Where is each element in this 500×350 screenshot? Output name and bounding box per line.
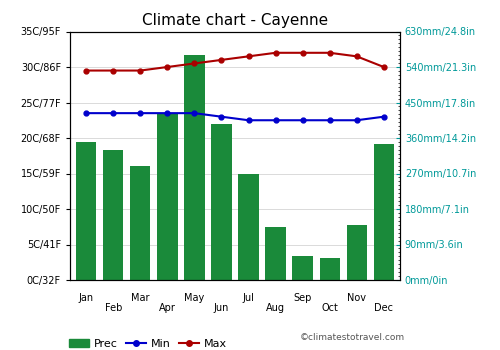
Text: Mar: Mar <box>131 293 150 303</box>
Bar <box>103 150 124 280</box>
Text: Dec: Dec <box>374 303 394 313</box>
Text: May: May <box>184 293 204 303</box>
Legend: Prec, Min, Max: Prec, Min, Max <box>69 339 227 349</box>
Text: Jun: Jun <box>214 303 229 313</box>
Text: Feb: Feb <box>104 303 122 313</box>
Text: Aug: Aug <box>266 303 285 313</box>
Title: Climate chart - Cayenne: Climate chart - Cayenne <box>142 13 328 28</box>
Text: Jul: Jul <box>242 293 254 303</box>
Bar <box>266 227 285 280</box>
Bar <box>346 225 367 280</box>
Bar <box>76 142 96 280</box>
Text: Oct: Oct <box>321 303 338 313</box>
Text: Apr: Apr <box>159 303 176 313</box>
Bar <box>320 258 340 280</box>
Text: Jan: Jan <box>78 293 94 303</box>
Text: ©climatestotravel.com: ©climatestotravel.com <box>300 333 405 342</box>
Text: Sep: Sep <box>294 293 312 303</box>
Bar <box>157 114 178 280</box>
Bar <box>292 256 313 280</box>
Bar <box>130 166 150 280</box>
Bar <box>238 174 258 280</box>
Bar <box>374 144 394 280</box>
Bar <box>212 124 232 280</box>
Bar <box>184 55 204 280</box>
Text: Nov: Nov <box>347 293 366 303</box>
